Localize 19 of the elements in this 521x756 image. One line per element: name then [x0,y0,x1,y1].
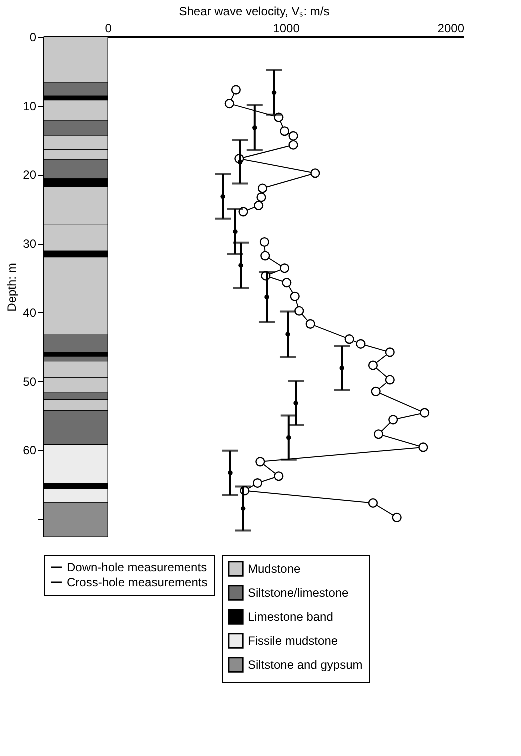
legend-label: Siltstone/limestone [248,586,350,600]
x-tick-label: 2000 [438,22,465,36]
y-tick-label: 50 [23,374,37,389]
y-tick-label: 30 [23,237,37,252]
legend-label: Siltstone and gypsum [248,658,363,672]
legend-label: Down-hole measurements [67,560,208,574]
x-axis-title: Shear wave velocity, Vₛ: m/s [179,4,330,18]
legend-label: Limestone band [248,610,334,624]
legend-label: Cross-hole measurements [67,576,208,590]
y-tick-label: 20 [23,168,37,182]
y-tick-label: 40 [23,306,37,320]
legend-label: Fissile mudstone [248,634,338,648]
y-tick-label: 0 [30,30,37,44]
y-tick-label: 60 [23,444,37,458]
legend-label: Mudstone [248,562,302,576]
x-tick-label: 1000 [273,22,300,36]
y-tick-label: 10 [23,99,37,114]
x-tick-label: 0 [105,22,112,36]
y-axis-title: Depth: m [5,263,20,312]
